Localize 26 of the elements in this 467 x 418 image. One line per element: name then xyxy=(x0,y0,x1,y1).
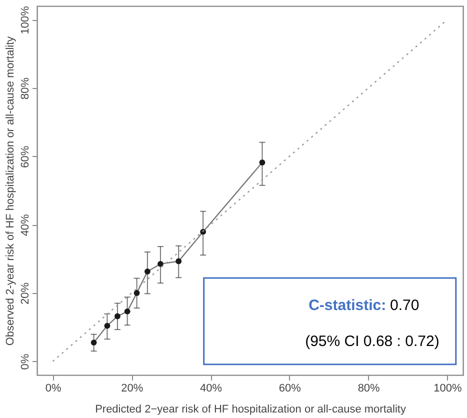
x-tick-label: 0% xyxy=(45,382,62,394)
y-tick-label: 0% xyxy=(20,354,32,370)
point xyxy=(259,160,266,166)
y-tick-label: 40% xyxy=(20,214,32,236)
point xyxy=(114,313,120,320)
x-tick-label: 80% xyxy=(358,382,380,394)
point xyxy=(134,290,140,296)
x-tick-label: 20% xyxy=(121,382,144,394)
point xyxy=(176,258,182,264)
point xyxy=(124,308,130,314)
point xyxy=(104,322,110,329)
annotation: 0.70 xyxy=(390,296,420,314)
y-tick-label: 20% xyxy=(20,282,32,305)
y-axis-title: Observed 2-year risk of HF hospitalization or all-cause mortality xyxy=(4,36,16,346)
y-tick-label: 80% xyxy=(20,77,32,100)
x-axis-title: Predicted 2−year risk of HF hospitalization or all-cause mortality xyxy=(95,404,406,416)
annotation: C-statistic: xyxy=(308,296,386,314)
point xyxy=(158,261,164,267)
x-tick-label: 60% xyxy=(278,382,302,394)
point xyxy=(144,268,150,274)
x-tick-label: 100% xyxy=(434,382,462,394)
x-tick-label: 40% xyxy=(200,382,222,394)
point xyxy=(90,340,97,346)
annotation: (95% CI 0.68 : 0.72) xyxy=(305,332,440,350)
y-tick-label: 60% xyxy=(20,146,32,168)
y-tick-label: 100% xyxy=(20,6,32,34)
